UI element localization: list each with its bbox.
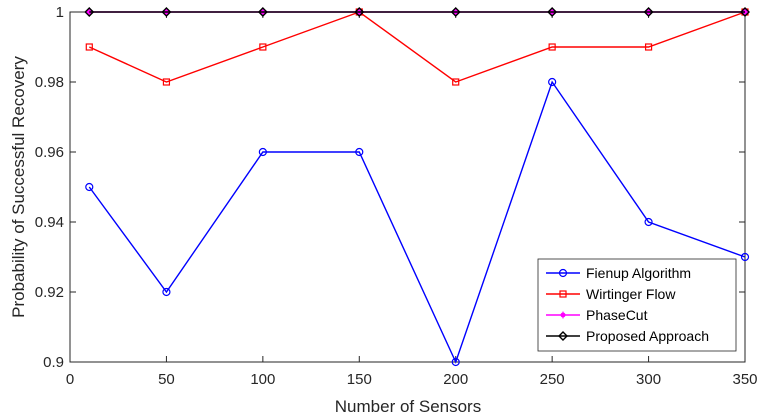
series-line-fienup-algorithm (88, 80, 746, 364)
data-point-wirtinger-flow (452, 78, 460, 86)
legend: Fienup Algorithm Wirtinger Flow PhaseCut Pr… (537, 258, 737, 352)
data-point-proposed-approach (354, 7, 365, 17)
x-tick-label: 150 (347, 371, 372, 388)
x-tick-label: 0 (66, 371, 74, 388)
y-tick-label: 0.96 (35, 144, 64, 161)
legend-entry-wirtinger-flow: Wirtinger Flow (546, 286, 676, 302)
data-point-fienup-algorithm (644, 217, 653, 227)
legend-label: Proposed Approach (586, 328, 709, 344)
legend-label: Wirtinger Flow (586, 286, 676, 302)
data-point-fienup-algorithm (85, 182, 94, 192)
data-point-fienup-algorithm (355, 147, 364, 157)
data-point-proposed-approach (643, 7, 654, 17)
data-point-wirtinger-flow (162, 78, 171, 86)
data-point-fienup-algorithm (451, 357, 460, 367)
legend-marker (559, 311, 567, 319)
legend-label: PhaseCut (586, 307, 648, 323)
legend-entry-phasecut: PhaseCut (546, 307, 648, 323)
data-point-wirtinger-flow (85, 43, 93, 51)
data-point-fienup-algorithm (258, 147, 267, 157)
data-point-fienup-algorithm (740, 252, 750, 262)
y-tick-label: 0.98 (35, 74, 64, 91)
x-axis-label: Number of Sensors (335, 397, 481, 416)
x-tick-label: 50 (158, 371, 175, 388)
data-point-proposed-approach (450, 7, 461, 17)
x-tick-label: 350 (732, 371, 757, 388)
x-tick-label: 250 (540, 371, 565, 388)
data-point-proposed-approach (547, 7, 558, 17)
data-point-wirtinger-flow (644, 43, 653, 51)
data-point-fienup-algorithm (548, 77, 557, 87)
data-point-wirtinger-flow (259, 43, 267, 51)
legend-entry-fienup-algorithm: Fienup Algorithm (546, 265, 691, 281)
legend-marker (558, 268, 568, 278)
legend-marker (559, 290, 567, 298)
series-line-wirtinger-flow (88, 11, 746, 83)
y-axis-label: Probability of Successful Recovery (9, 56, 28, 318)
y-tick-label: 0.94 (35, 214, 64, 231)
series-fienup-algorithm (85, 77, 750, 367)
legend-marker (558, 331, 568, 341)
series-proposed-approach (84, 7, 750, 17)
series-layer (84, 7, 750, 367)
y-tick-label: 1 (56, 4, 64, 21)
y-tick-label: 0.92 (35, 284, 64, 301)
data-point-wirtinger-flow (548, 43, 556, 51)
data-point-proposed-approach (257, 7, 268, 17)
data-point-fienup-algorithm (162, 287, 171, 297)
axes: 0 50 100 150 200 250 300 350 0.9 0.92 0.94 0.96 0.98… (35, 4, 758, 388)
x-tick-label: 100 (250, 371, 275, 388)
legend-label: Fienup Algorithm (586, 265, 691, 281)
legend-entry-proposed-approach: Proposed Approach (546, 328, 709, 344)
y-tick-label: 0.9 (43, 354, 64, 371)
data-point-proposed-approach (84, 7, 95, 17)
x-tick-label: 300 (636, 371, 661, 388)
x-tick-label: 200 (443, 371, 468, 388)
data-point-proposed-approach (161, 7, 172, 17)
data-point-proposed-approach (740, 7, 750, 17)
